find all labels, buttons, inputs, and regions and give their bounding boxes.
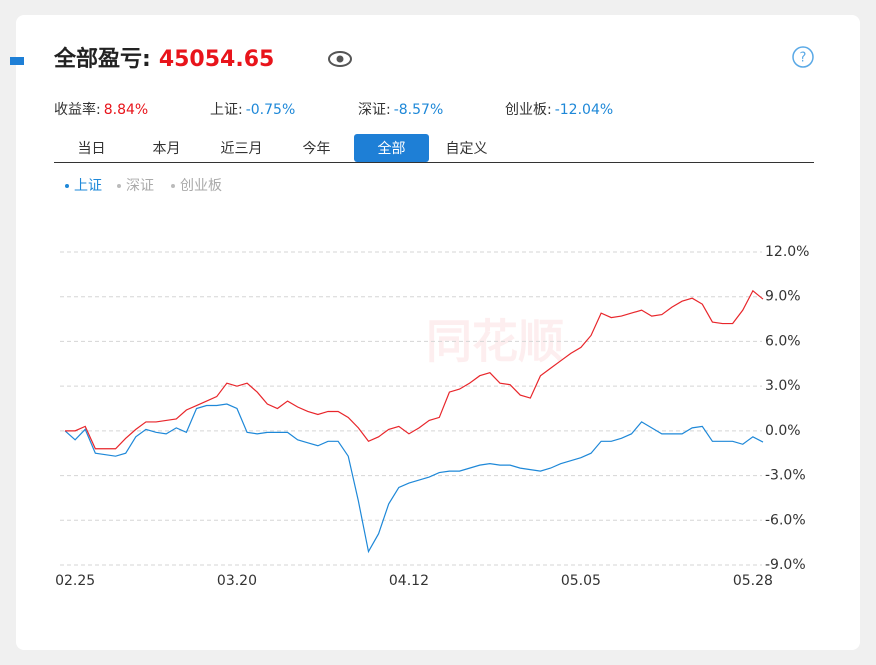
tab[interactable]: 本月 xyxy=(153,141,181,157)
eye-icon[interactable] xyxy=(328,51,352,67)
x-tick-label: 05.05 xyxy=(561,573,601,589)
header-title: 全部盈亏: xyxy=(53,46,151,72)
stat-value: 8.84% xyxy=(104,102,148,118)
legend-item[interactable]: 上证 xyxy=(74,178,102,194)
series-line xyxy=(65,289,764,450)
tab[interactable]: 自定义 xyxy=(446,141,488,157)
x-tick-label: 02.25 xyxy=(55,573,95,589)
legend-dot[interactable] xyxy=(117,184,121,188)
x-tick-label: 04.12 xyxy=(389,573,429,589)
y-tick-label: -9.0% xyxy=(765,557,806,573)
legend-item[interactable]: 创业板 xyxy=(180,178,222,194)
y-tick-label: 0.0% xyxy=(765,423,801,439)
card xyxy=(16,15,860,650)
help-icon[interactable]: ? xyxy=(792,46,814,68)
stat-value: -12.04% xyxy=(555,102,613,118)
header-value: 45054.65 xyxy=(159,47,275,72)
y-tick-label: 12.0% xyxy=(765,244,809,260)
tab[interactable]: 今年 xyxy=(303,141,331,157)
y-tick-label: 6.0% xyxy=(765,333,801,349)
y-tick-label: 3.0% xyxy=(765,378,801,394)
x-tick-label: 05.28 xyxy=(733,573,773,589)
stat-value: -8.57% xyxy=(394,102,444,118)
tab-active-bg[interactable] xyxy=(354,134,429,162)
y-tick-label: -6.0% xyxy=(765,512,806,528)
tab[interactable]: 近三月 xyxy=(221,141,263,157)
series-line xyxy=(64,403,764,554)
x-tick-label: 03.20 xyxy=(217,573,257,589)
stat-label: 深证: xyxy=(358,102,391,118)
stat-label: 上证: xyxy=(210,102,243,118)
tab[interactable]: 当日 xyxy=(78,141,106,157)
tab-active[interactable]: 全部 xyxy=(378,140,406,157)
side-marker xyxy=(10,57,24,65)
svg-text:?: ? xyxy=(800,51,807,66)
legend-dot[interactable] xyxy=(171,184,175,188)
y-tick-label: 9.0% xyxy=(765,289,801,305)
legend-item[interactable]: 深证 xyxy=(126,178,154,194)
legend-dot[interactable] xyxy=(65,184,69,188)
stat-label: 创业板: xyxy=(505,102,552,118)
y-tick-label: -3.0% xyxy=(765,468,806,484)
stat-label: 收益率: xyxy=(54,101,101,118)
stat-value: -0.75% xyxy=(246,102,296,118)
